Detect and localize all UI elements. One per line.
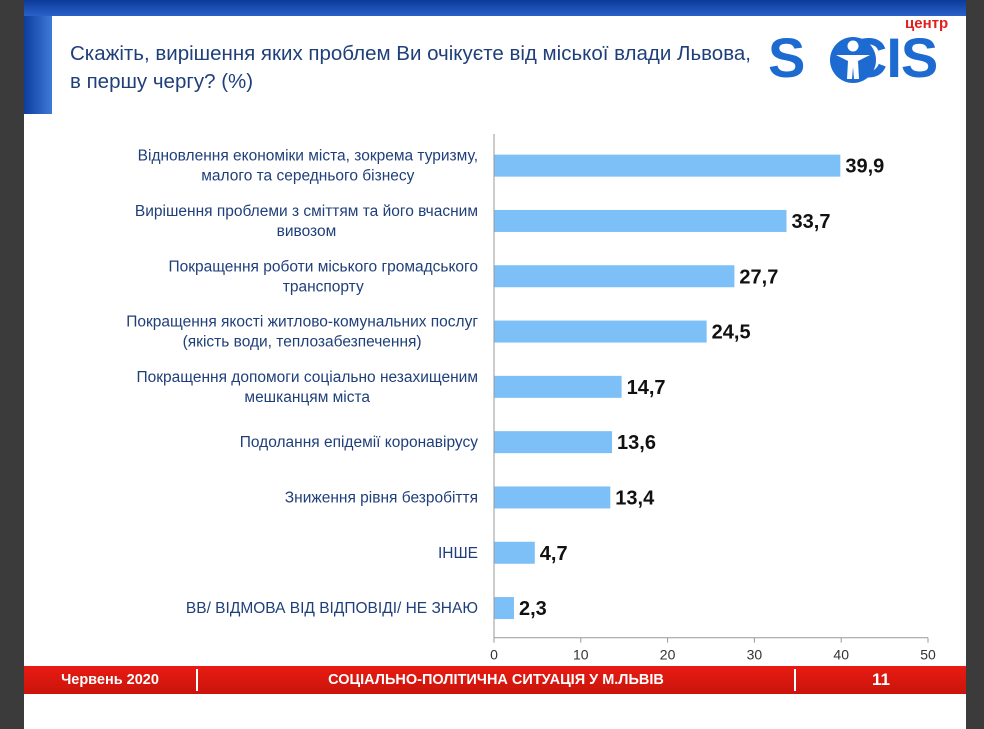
- footer-divider: [794, 669, 796, 691]
- category-label: Вирішення проблеми з сміттям та його вча…: [135, 203, 478, 240]
- data-label: 13,6: [617, 432, 656, 454]
- x-tick-label: 20: [660, 647, 676, 663]
- footer-page-number: 11: [872, 670, 890, 689]
- chart-title: Скажіть, вирішення яких проблем Ви очіку…: [70, 42, 751, 93]
- category-label: ВВ/ ВІДМОВА ВІД ВІДПОВІДІ/ НЕ ЗНАЮ: [186, 600, 478, 617]
- category-label: Покращення допомоги соціально незахищени…: [136, 369, 478, 406]
- footer-divider: [196, 669, 198, 691]
- bar: [494, 597, 514, 620]
- logo-subtitle: центр: [905, 15, 949, 32]
- x-tick-label: 10: [573, 647, 589, 663]
- bar: [494, 431, 613, 454]
- bar: [494, 541, 535, 564]
- header-accent-bar: [24, 16, 52, 114]
- bar: [494, 486, 611, 509]
- bar: [494, 265, 735, 288]
- logo-figure-icon: [830, 37, 876, 83]
- bar: [494, 209, 787, 232]
- category-label: ІНШЕ: [438, 545, 478, 562]
- data-label: 4,7: [540, 543, 568, 565]
- header-strip: [24, 0, 966, 16]
- x-tick-label: 0: [490, 647, 498, 663]
- footer-date: Червень 2020: [61, 672, 159, 688]
- bar: [494, 320, 707, 343]
- data-label: 33,7: [792, 211, 831, 233]
- data-label: 27,7: [739, 266, 778, 288]
- data-label: 14,7: [627, 377, 666, 399]
- data-label: 39,9: [845, 156, 884, 178]
- category-label: Відновлення економіки міста, зокрема тур…: [138, 148, 478, 185]
- category-label: Покращення якості житлово-комунальних по…: [126, 314, 478, 351]
- footer-bar: Червень 2020 СОЦІАЛЬНО-ПОЛІТИЧНА СИТУАЦІ…: [24, 666, 966, 694]
- data-label: 2,3: [519, 598, 547, 620]
- x-tick-label: 40: [833, 647, 849, 663]
- x-tick-label: 50: [920, 647, 936, 663]
- category-label: Покращення роботи міського громадського т…: [168, 258, 478, 295]
- bar: [494, 154, 841, 177]
- footer-subject: СОЦІАЛЬНО-ПОЛІТИЧНА СИТУАЦІЯ У М.ЛЬВІВ: [328, 672, 664, 688]
- category-label: Подолання епідемії коронавірусу: [240, 434, 479, 451]
- category-label: Зниження рівня безробіття: [285, 489, 478, 506]
- data-label: 24,5: [712, 322, 751, 344]
- data-label: 13,4: [615, 487, 655, 509]
- x-tick-label: 30: [747, 647, 763, 663]
- bar: [494, 375, 622, 398]
